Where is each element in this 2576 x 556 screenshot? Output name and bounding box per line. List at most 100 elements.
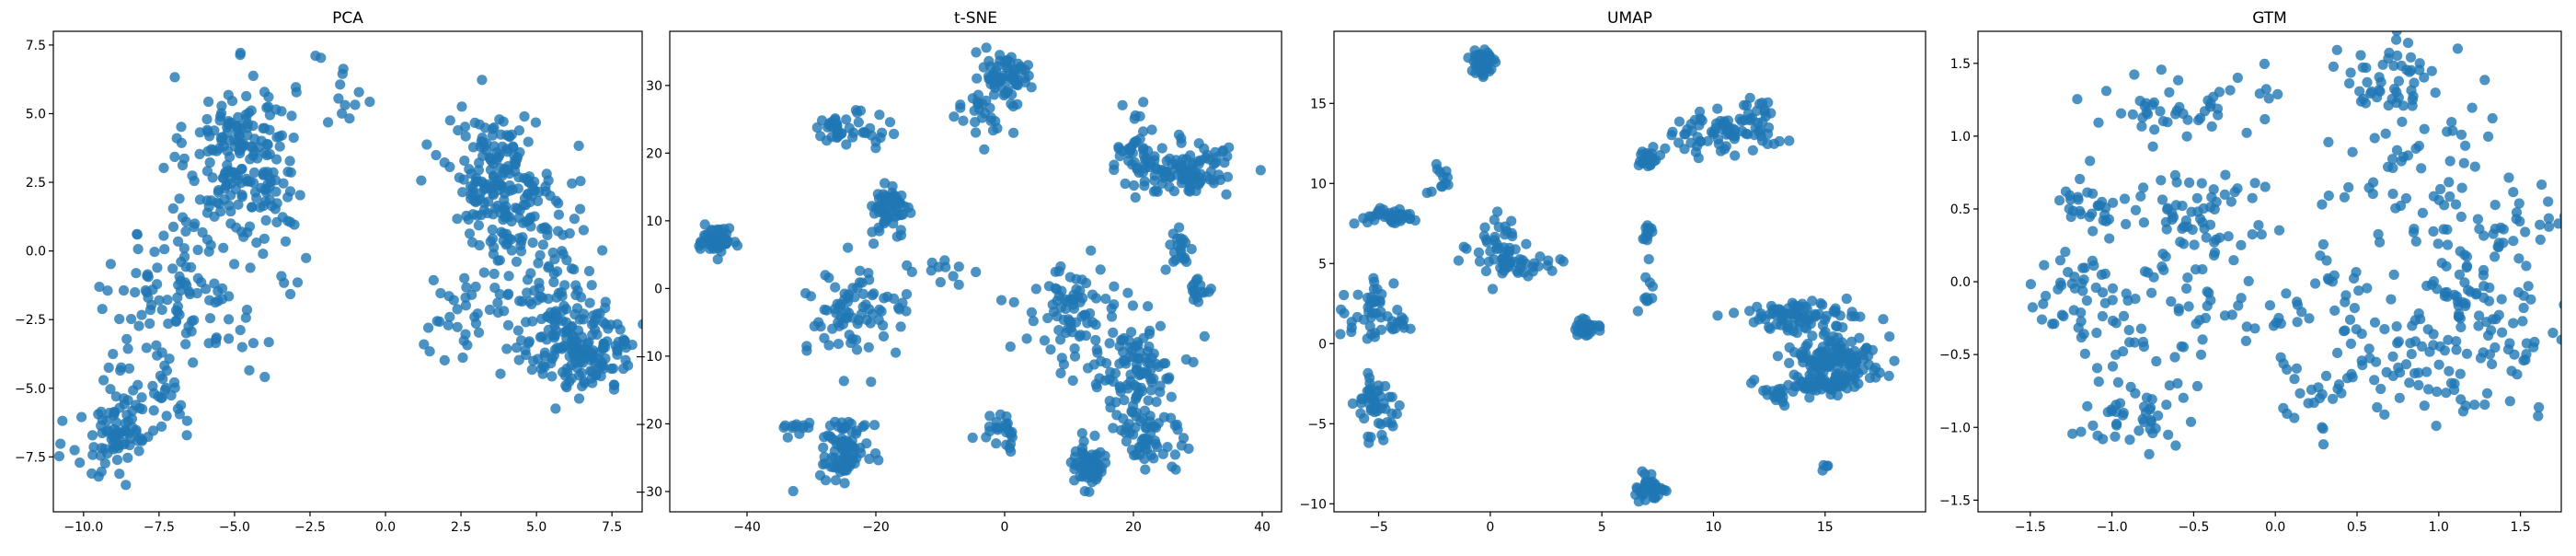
scatter-point (1801, 304, 1812, 315)
scatter-point (173, 236, 184, 247)
scatter-point (2483, 131, 2494, 142)
scatter-point (2146, 394, 2157, 405)
scatter-point (2138, 342, 2149, 353)
scatter-point (1787, 297, 1798, 308)
scatter-point (2241, 321, 2252, 332)
scatter-point (2085, 156, 2096, 167)
scatter-point (1816, 355, 1827, 366)
scatter-point (478, 197, 490, 208)
scatter-point (2191, 192, 2202, 203)
scatter-point (2535, 234, 2546, 245)
scatter-point (715, 224, 726, 236)
scatter-point (2260, 113, 2271, 125)
scatter-point (2340, 296, 2351, 307)
scatter-point (935, 277, 946, 288)
scatter-point (2226, 309, 2237, 320)
scatter-point (132, 244, 144, 255)
scatter-point (173, 279, 184, 291)
scatter-point (1749, 375, 1760, 386)
scatter-point (1076, 274, 1087, 285)
scatter-point (1005, 342, 1016, 353)
scatter-point (546, 358, 557, 369)
scatter-point (841, 114, 852, 125)
scatter-point (149, 247, 160, 258)
scatter-point (2205, 295, 2216, 306)
scatter-point (105, 384, 116, 395)
scatter-point (1363, 437, 1374, 448)
scatter-point (2240, 335, 2251, 346)
scatter-point (981, 42, 992, 53)
scatter-point (1078, 436, 1089, 447)
scatter-point (132, 229, 143, 240)
scatter-point (1696, 115, 1708, 126)
scatter-point (216, 100, 227, 111)
scatter-point (473, 327, 485, 338)
scatter-point (1804, 392, 1815, 403)
scatter-point (161, 411, 172, 422)
scatter-point (1659, 484, 1670, 495)
scatter-point (1109, 281, 1120, 292)
scatter-point (111, 417, 122, 428)
scatter-point (2394, 392, 2405, 403)
scatter-point (1195, 280, 1206, 291)
scatter-point (567, 178, 578, 189)
scatter-point (2232, 72, 2243, 84)
scatter-point (891, 347, 902, 358)
scatter-point (224, 333, 235, 344)
scatter-point (260, 214, 271, 226)
scatter-point (2419, 400, 2430, 411)
x-tick-label: 1.0 (2429, 520, 2449, 535)
scatter-point (1208, 178, 1219, 189)
scatter-point (814, 469, 826, 481)
scatter-point (2189, 239, 2200, 250)
axes-frame (1977, 30, 2562, 513)
scatter-point (1351, 311, 1363, 323)
scatter-point (259, 371, 270, 383)
scatter-point (2213, 110, 2224, 121)
scatter-point (457, 352, 468, 364)
scatter-point (1126, 327, 1137, 338)
scatter-point (1122, 287, 1133, 298)
scatter-point (2508, 187, 2519, 198)
scatter-point (481, 138, 492, 149)
scatter-point (236, 191, 247, 203)
scatter-point (1437, 181, 1448, 192)
scatter-point (2543, 196, 2554, 207)
scatter-point (274, 131, 285, 142)
scatter-point (1463, 52, 1474, 64)
scatter-point (557, 316, 569, 327)
scatter-point (192, 244, 203, 256)
scatter-point (1008, 296, 1019, 307)
scatter-point (1339, 289, 1350, 301)
axes-frame (1333, 30, 1926, 513)
scatter-point (829, 453, 840, 464)
scatter-point (2076, 316, 2087, 327)
scatter-point (1126, 406, 1137, 417)
scatter-point (867, 290, 878, 301)
scatter-point (350, 99, 361, 110)
scatter-point (2544, 221, 2555, 232)
scatter-point (2409, 368, 2421, 379)
scatter-point (985, 61, 996, 72)
scatter-point (1117, 99, 1128, 110)
scatter-point (539, 351, 550, 362)
scatter-point (337, 108, 348, 119)
scatter-point (1079, 486, 1090, 497)
scatter-point (189, 221, 200, 233)
scatter-point (1824, 384, 1835, 395)
scatter-point (2063, 267, 2074, 278)
scatter-point (210, 297, 221, 308)
scatter-point (534, 186, 545, 197)
scatter-point (1163, 374, 1174, 385)
scatter-point (1128, 180, 1140, 191)
scatter-point (512, 183, 523, 194)
scatter-point (127, 422, 138, 433)
scatter-point (1339, 307, 1350, 319)
scatter-point (97, 414, 108, 425)
scatter-point (541, 168, 552, 180)
scatter-point (985, 115, 996, 126)
scatter-point (2333, 379, 2345, 390)
scatter-point (1165, 239, 1176, 250)
scatter-point (2467, 102, 2478, 113)
